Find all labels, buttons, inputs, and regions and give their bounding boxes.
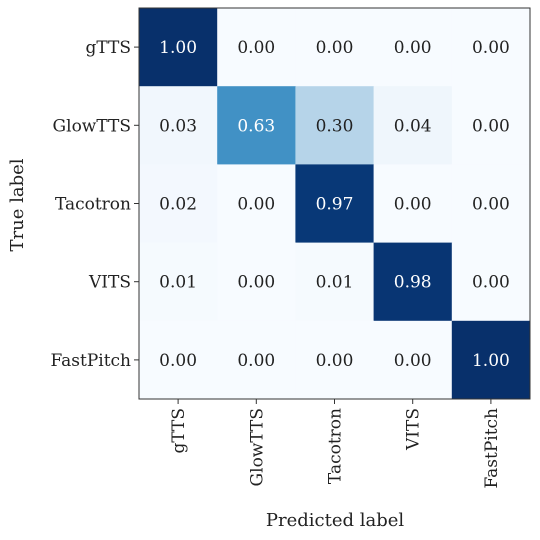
- heatmap-cell: [373, 164, 453, 244]
- y-tick-label: GlowTTS: [53, 116, 131, 136]
- cell-value-label: 0.00: [472, 273, 510, 293]
- heatmap-cell: [295, 242, 375, 322]
- cell-value-label: 0.00: [316, 351, 354, 371]
- heatmap-cell: [451, 242, 531, 322]
- cell-value-label: 0.03: [159, 116, 197, 136]
- cell-value-label: 0.01: [316, 273, 354, 293]
- cell-value-label: 1.00: [472, 351, 510, 371]
- heatmap-cell: [295, 8, 375, 87]
- cell-value-label: 0.00: [237, 351, 275, 371]
- y-tick-label: Tacotron: [55, 195, 131, 215]
- cell-value-label: 0.00: [237, 273, 275, 293]
- heatmap-cell: [217, 86, 296, 165]
- cell-value-label: 0.00: [472, 38, 510, 58]
- cell-value-label: 0.30: [316, 116, 354, 136]
- cell-value-label: 1.00: [159, 38, 197, 58]
- heatmap-cell: [139, 320, 218, 400]
- heatmap-cell: [295, 86, 375, 165]
- heatmap-cell: [451, 86, 531, 165]
- x-axis-title: Predicted label: [266, 510, 405, 531]
- cell-value-label: 0.01: [159, 273, 197, 293]
- y-axis-ticks: gTTS GlowTTS Tacotron VITS FastPitch: [50, 38, 139, 371]
- heatmap-cell: [451, 8, 531, 87]
- cell-value-label: 0.00: [316, 38, 354, 58]
- heatmap-cell: [139, 164, 218, 244]
- cell-value-label: 0.00: [159, 351, 197, 371]
- heatmap-cell: [451, 164, 531, 244]
- y-axis-title: True label: [7, 158, 28, 251]
- x-tick-label: GlowTTS: [247, 408, 267, 486]
- heatmap-cell: [139, 242, 218, 322]
- heatmap-cell: [373, 8, 453, 87]
- cell-value-label: 0.00: [237, 38, 275, 58]
- heatmap-cell: [217, 242, 296, 322]
- heatmap-cell: [451, 320, 531, 400]
- heatmap-cell: [217, 8, 296, 87]
- x-axis-ticks: gTTS GlowTTS Tacotron VITS FastPitch: [169, 399, 502, 489]
- heatmap-cell: [217, 320, 296, 400]
- heatmap-cell: [295, 164, 375, 244]
- y-tick-label: VITS: [88, 273, 131, 293]
- x-tick-label: VITS: [404, 408, 424, 451]
- cell-value-label: 0.00: [472, 116, 510, 136]
- heatmap-cell: [217, 164, 296, 244]
- cell-value-label: 0.00: [394, 195, 432, 215]
- cell-value-label: 0.00: [394, 351, 432, 371]
- cell-value-label: 0.98: [394, 273, 432, 293]
- x-tick-label: FastPitch: [482, 408, 502, 489]
- cell-value-label: 0.04: [394, 116, 432, 136]
- cell-value-label: 0.02: [159, 195, 197, 215]
- heatmap-cell: [373, 242, 453, 322]
- y-tick-label: gTTS: [85, 38, 131, 58]
- cell-value-label: 0.97: [316, 195, 354, 215]
- cell-value-label: 0.00: [472, 195, 510, 215]
- heatmap-cell: [373, 320, 453, 400]
- heatmap-cell: [295, 320, 375, 400]
- heatmap-cell: [373, 86, 453, 165]
- cell-value-label: 0.00: [237, 195, 275, 215]
- y-tick-label: FastPitch: [50, 351, 131, 371]
- cell-value-label: 0.00: [394, 38, 432, 58]
- heatmap-cells: 1.00 0.00 0.00 0.00 0.00 0.03 0.63 0.30 0.04 0.00…: [139, 8, 531, 400]
- x-tick-label: gTTS: [169, 408, 189, 454]
- heatmap-cell: [139, 8, 218, 87]
- cell-value-label: 0.63: [237, 116, 275, 136]
- heatmap-cell: [139, 86, 218, 165]
- x-tick-label: Tacotron: [326, 408, 346, 484]
